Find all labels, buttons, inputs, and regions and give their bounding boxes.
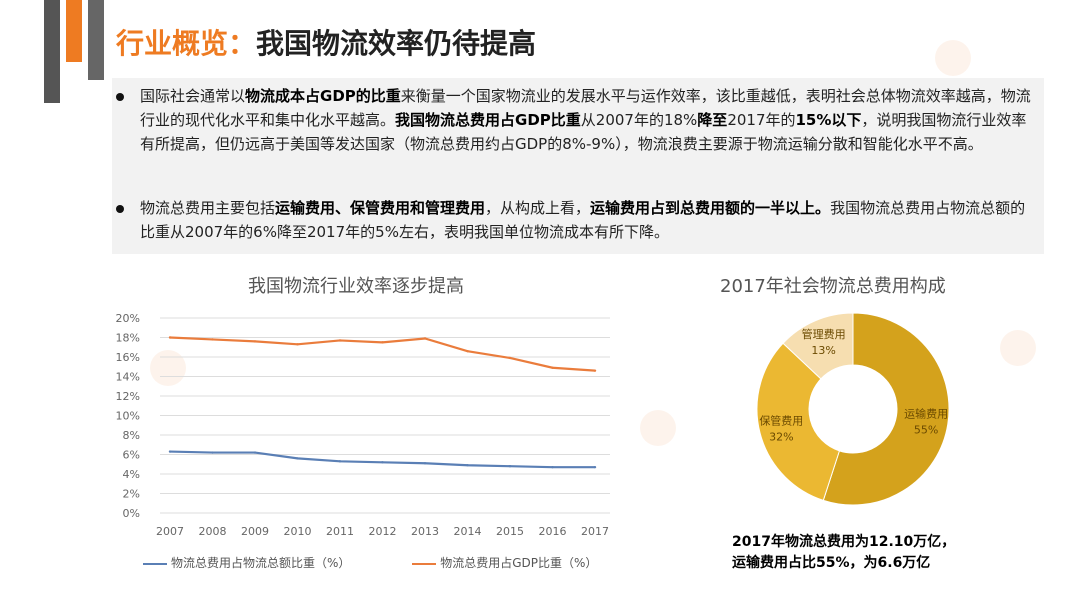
bullet-text-segment: 物流总费用主要包括: [140, 199, 276, 217]
data-point: [338, 339, 342, 342]
summary-note: 2017年物流总费用为12.10万亿， 运输费用占比55%，为6.6万亿: [732, 532, 955, 574]
slice-value-label: 55%: [914, 424, 938, 437]
data-point: [338, 460, 342, 463]
data-point: [593, 465, 597, 469]
data-point: [211, 338, 214, 341]
line-chart-legend: 物流总费用占物流总额比重（%） 物流总费用占GDP比重（%）: [143, 554, 655, 571]
decorative-bar: [88, 0, 104, 80]
slice-label: 保管费用: [759, 413, 803, 427]
slice-label: 管理费用: [802, 327, 846, 341]
y-tick-label: 10%: [116, 410, 140, 423]
y-tick-label: 2%: [123, 488, 140, 501]
bullet-item: 国际社会通常以物流成本占GDP的比重来衡量一个国家物流业的发展水平与运作效率，该…: [112, 84, 1044, 190]
y-tick-label: 18%: [116, 332, 140, 345]
x-tick-label: 2014: [454, 525, 482, 538]
y-tick-label: 4%: [123, 468, 140, 481]
data-point: [168, 336, 172, 339]
x-tick-label: 2010: [284, 525, 312, 538]
series-line: [169, 450, 595, 469]
y-tick-label: 0%: [123, 507, 140, 520]
decorative-bar-accent: [66, 0, 82, 62]
data-point: [551, 366, 554, 369]
x-tick-label: 2008: [199, 525, 227, 538]
data-point: [381, 461, 384, 464]
data-point: [423, 337, 427, 340]
decorative-bar: [44, 0, 60, 103]
bullet-emphasis: 降至: [697, 111, 728, 129]
y-tick-label: 14%: [116, 371, 140, 384]
legend-label: 物流总费用占物流总额比重（%）: [171, 556, 351, 570]
data-point: [593, 369, 597, 372]
data-point: [296, 457, 299, 460]
bullet-emphasis: 运输费用占到总费用额的一半以上。: [590, 199, 831, 217]
data-point: [508, 465, 512, 468]
y-tick-label: 16%: [116, 351, 140, 364]
x-tick-label: 2017: [581, 525, 609, 538]
data-point: [508, 356, 512, 360]
watermark-logo: [935, 40, 971, 76]
legend-item: 物流总费用占GDP比重（%）: [412, 554, 597, 571]
data-point: [253, 451, 257, 454]
bullet-text-segment: ，说明我国物流行业效率有所提高，但仍远高于美国等发达国家（物流总费用约占GDP的…: [140, 111, 1027, 153]
bullet-text-segment: 我国物流总费用占物流总额的比重从2007年的6%降至2017年的5%左右，表明我…: [140, 199, 1026, 241]
data-point: [423, 462, 427, 465]
bullet-emphasis: 运输费用、保管费用和管理费用: [275, 199, 486, 217]
summary-line: 运输费用占比55%，为6.6万亿: [732, 555, 931, 571]
x-tick-label: 2015: [496, 525, 524, 538]
donut-slice: [756, 342, 841, 501]
bullet-emphasis: 物流成本占GDP的比重: [245, 87, 401, 105]
legend-swatch: [143, 562, 167, 565]
data-point: [466, 464, 469, 467]
bullet-emphasis: 我国物流总费用占GDP比重: [395, 111, 581, 129]
donut-chart: 运输费用 55% 保管费用 32% 管理费用 13%: [756, 312, 950, 506]
line-chart-title: 我国物流行业效率逐步提高: [248, 276, 464, 297]
legend-item: 物流总费用占物流总额比重（%）: [143, 554, 350, 571]
page-title-main: 我国物流效率仍待提高: [256, 27, 537, 60]
x-tick-label: 2011: [326, 525, 354, 538]
bullet-emphasis: 15%以下: [795, 111, 862, 129]
pie-chart-title: 2017年社会物流总费用构成: [720, 276, 946, 297]
bullet-dot-icon: [116, 93, 124, 101]
x-tick-label: 2009: [241, 525, 269, 538]
data-point: [253, 340, 257, 343]
bullet-text-segment: 从2007年的18%: [580, 111, 698, 129]
summary-line: 2017年物流总费用为12.10万亿，: [732, 534, 956, 550]
summary-text-box: 国际社会通常以物流成本占GDP的比重来衡量一个国家物流业的发展水平与运作效率，该…: [112, 78, 1044, 254]
x-tick-label: 2016: [539, 525, 567, 538]
data-point: [381, 341, 384, 344]
x-tick-label: 2013: [411, 525, 439, 538]
data-point: [551, 465, 554, 469]
bullet-text: 物流总费用主要包括运输费用、保管费用和管理费用，从构成上看，运输费用占到总费用额…: [140, 196, 1038, 244]
bullet-text-segment: 2017年的: [727, 111, 796, 129]
watermark-logo: [150, 350, 186, 386]
legend-label: 物流总费用占GDP比重（%）: [440, 556, 598, 570]
data-point: [168, 450, 172, 453]
x-tick-label: 2012: [369, 525, 397, 538]
bullet-text-segment: 来衡量一个国家物流业的发展水平与运作效率，该比重越低，表明社会总体物流效率越高，…: [140, 87, 1031, 129]
donut-slice: [822, 312, 950, 506]
slice-value-label: 32%: [769, 430, 793, 443]
legend-swatch: [412, 562, 437, 565]
x-tick-label: 2007: [156, 525, 184, 538]
line-chart: 0% 2% 4% 6% 8% 10% 12% 14% 16% 18% 20% 2007 2008 2009…: [116, 312, 610, 538]
bullet-text: 国际社会通常以物流成本占GDP的比重来衡量一个国家物流业的发展水平与运作效率，该…: [140, 84, 1038, 156]
y-tick-label: 20%: [116, 312, 140, 325]
data-point: [211, 451, 214, 454]
slice-value-label: 13%: [811, 344, 835, 357]
page-title: 行业概览：我国物流效率仍待提高: [116, 22, 536, 62]
y-tick-label: 12%: [116, 390, 140, 403]
bullet-text-segment: ，从构成上看，: [485, 199, 591, 217]
y-tick-label: 6%: [123, 449, 140, 462]
y-tick-label: 8%: [123, 429, 140, 442]
slice-label: 运输费用: [904, 407, 948, 421]
bullet-item: 物流总费用主要包括运输费用、保管费用和管理费用，从构成上看，运输费用占到总费用额…: [112, 196, 1044, 250]
data-point: [296, 343, 299, 346]
bullet-dot-icon: [116, 205, 124, 213]
donut-slice: [782, 312, 854, 380]
bullet-text-segment: 国际社会通常以: [140, 87, 246, 105]
data-point: [466, 349, 469, 353]
watermark-logo: [640, 410, 676, 446]
page-title-accent: 行业概览：: [116, 27, 257, 60]
watermark-logo: [1000, 330, 1036, 366]
